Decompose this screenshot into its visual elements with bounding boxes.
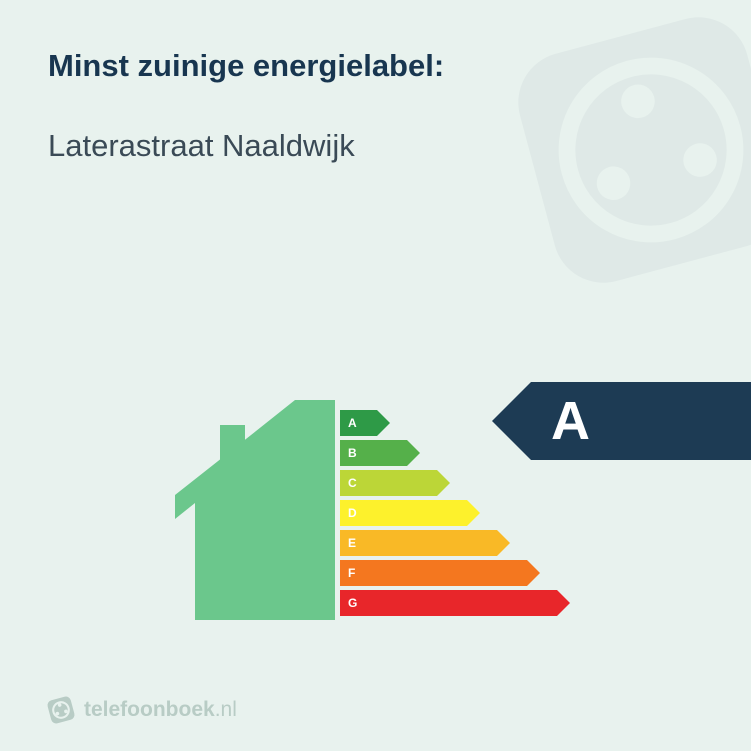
footer-tld: .nl [215,698,237,721]
energy-bar-c: C [340,470,600,496]
footer: telefoonboek.nl [48,697,237,723]
energy-bar-label: A [348,410,357,436]
energy-bar-label: C [348,470,357,496]
content-block: Minst zuinige energielabel: Laterastraat… [0,0,751,164]
footer-logo-icon [45,694,77,726]
energy-bar-label: E [348,530,356,556]
energy-bar-e: E [340,530,600,556]
address-subtitle: Laterastraat Naaldwijk [48,128,703,164]
page-title: Minst zuinige energielabel: [48,48,703,84]
energy-bar-f: F [340,560,600,586]
result-badge: A [531,382,751,460]
energy-bar-label: F [348,560,355,586]
energy-bar-d: D [340,500,600,526]
energy-bar-label: D [348,500,357,526]
energy-bar-label: G [348,590,357,616]
result-letter: A [531,382,751,460]
house-icon [175,400,335,620]
footer-text: telefoonboek.nl [84,698,237,722]
footer-brand: telefoonboek [84,698,215,721]
energy-bar-g: G [340,590,600,616]
energy-bar-label: B [348,440,357,466]
